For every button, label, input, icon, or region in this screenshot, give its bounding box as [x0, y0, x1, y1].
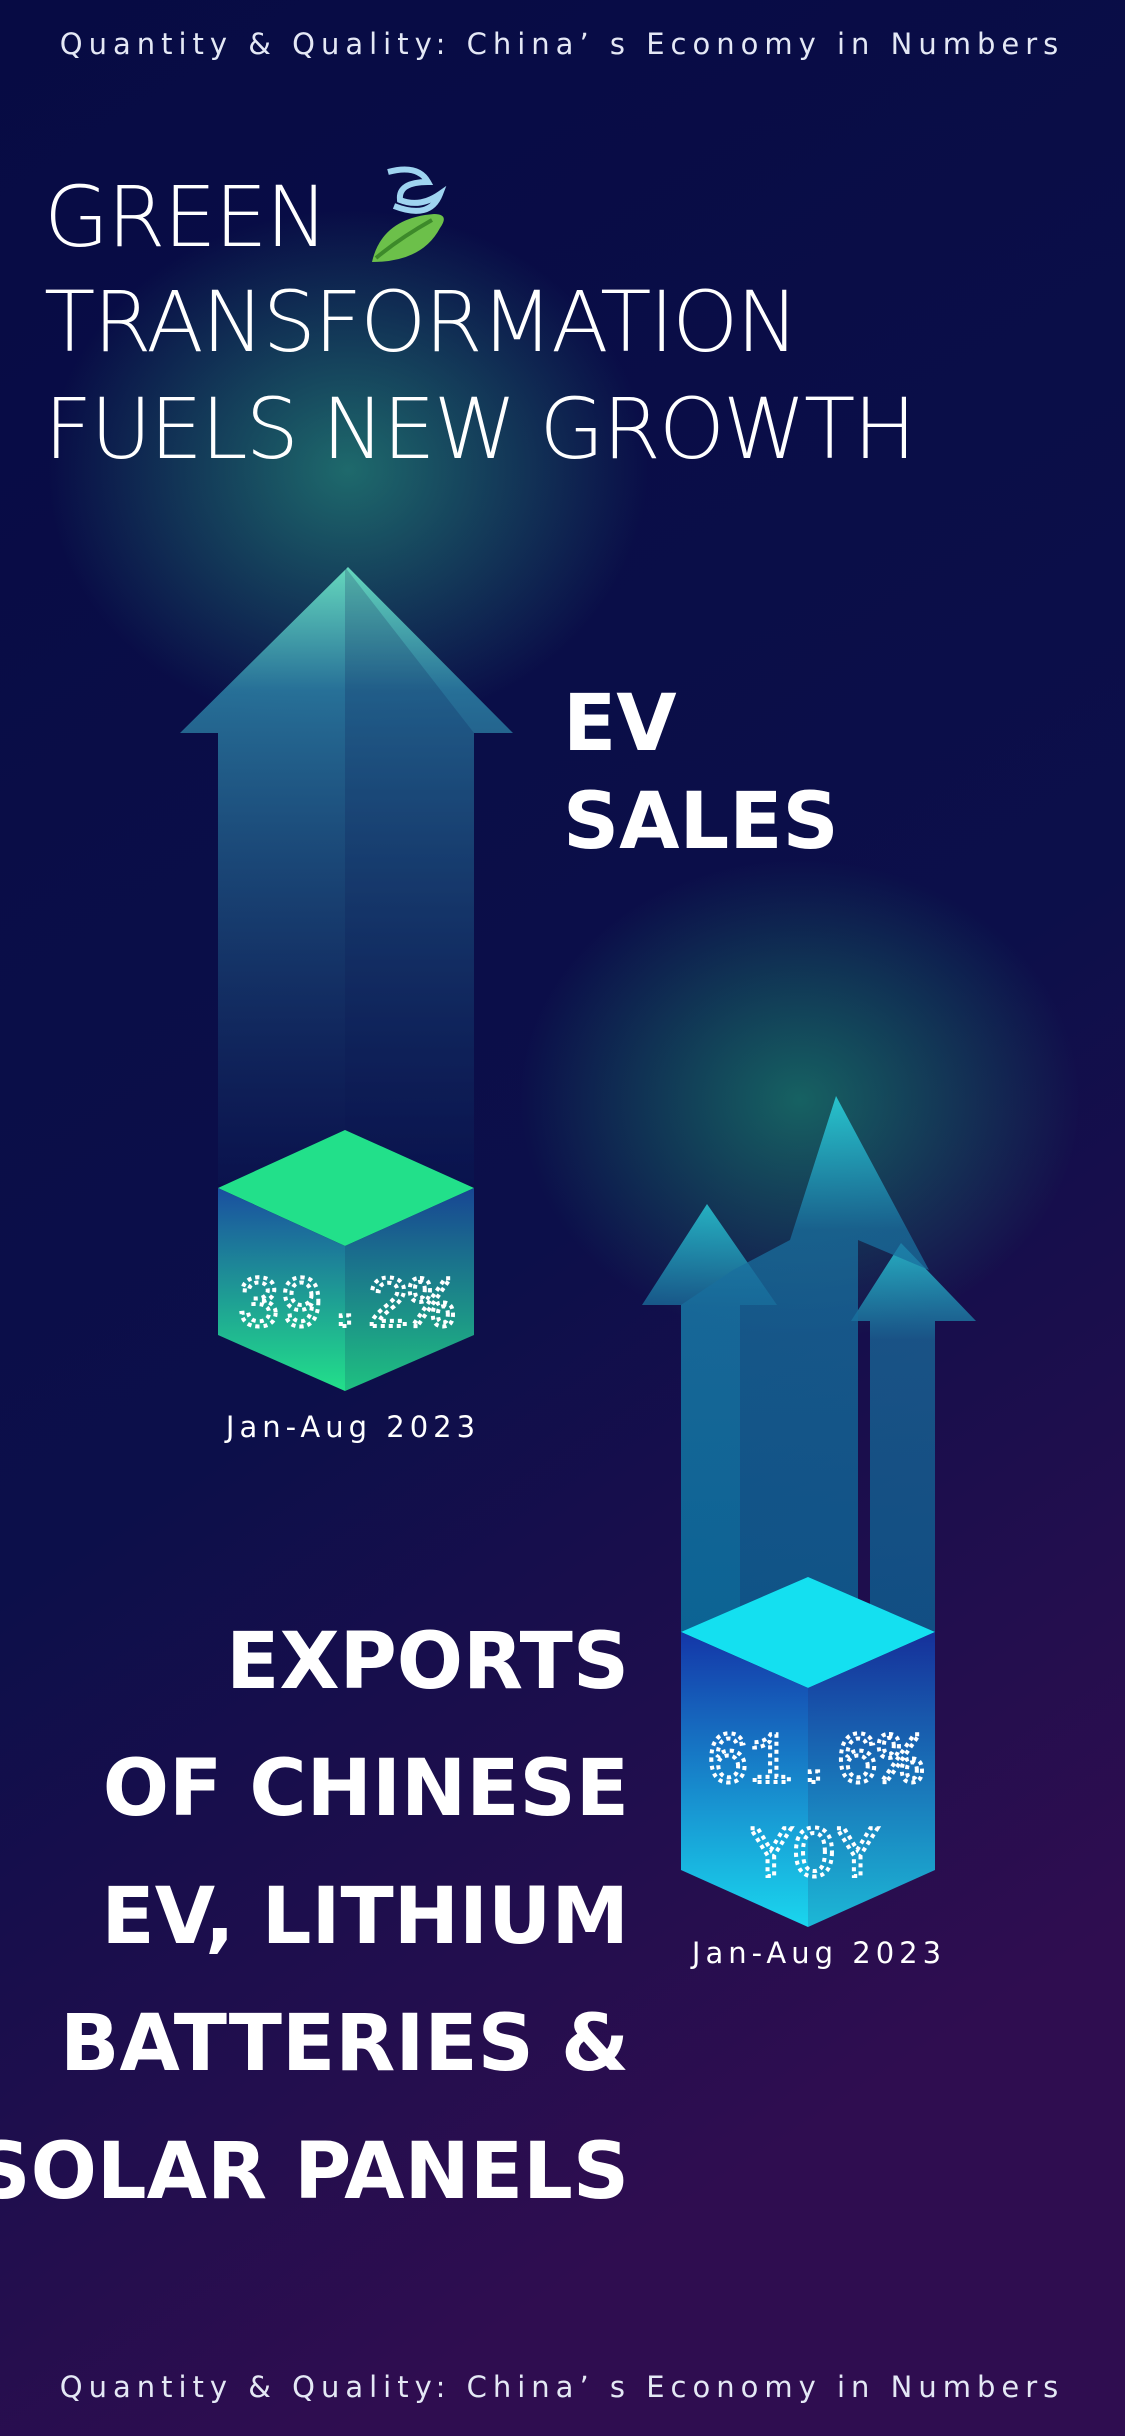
glow	[520, 860, 1080, 1340]
title-line: GREEN	[44, 168, 326, 266]
footer: Quantity & Quality: China’ s Economy in …	[60, 2370, 1065, 2404]
ev-label: SALES	[563, 777, 839, 867]
exports-label: EXPORTS	[226, 1617, 629, 1707]
exports-value: 61.6%	[706, 1722, 923, 1804]
exports-cube	[681, 1577, 935, 1927]
exports-label: SOLAR PANELS	[0, 2127, 629, 2217]
ev-cube	[218, 1130, 474, 1391]
title-line: FUELS NEW GROWTH	[44, 380, 914, 478]
leaf-icon	[372, 166, 447, 262]
ev-value: 39.2%	[237, 1266, 454, 1348]
title-line: TRANSFORMATION	[44, 273, 797, 371]
header: Quantity & Quality: China’ s Economy in …	[60, 27, 1065, 61]
ev-label: EV	[563, 679, 677, 769]
glow	[48, 210, 648, 730]
exports-arrows	[642, 1096, 976, 1632]
exports-label: EV, LITHIUM	[101, 1872, 629, 1962]
exports-label: BATTERIES &	[60, 1999, 629, 2089]
ev-arrow	[180, 567, 513, 1184]
exports-label: OF CHINESE	[103, 1744, 629, 1834]
exports-period: Jan-Aug 2023	[690, 1936, 946, 1970]
exports-value-note: YOY	[749, 1816, 879, 1898]
ev-period: Jan-Aug 2023	[224, 1410, 480, 1444]
